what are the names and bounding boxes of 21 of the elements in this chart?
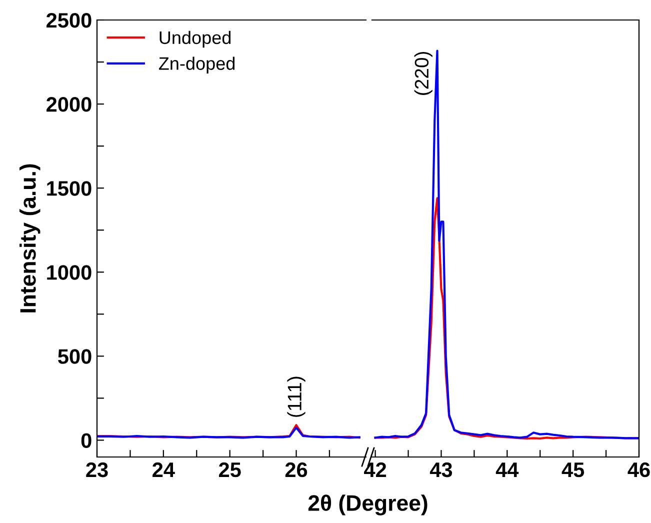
x-tick-label: 42 (364, 462, 386, 477)
legend-label: Zn-doped (158, 56, 235, 74)
y-tick-label: 500 (58, 349, 92, 364)
x-tick-label: 26 (285, 462, 308, 478)
legend-label: Undoped (160, 30, 231, 48)
x-tick-label: 23 (86, 462, 108, 478)
y-tick-label: 1500 (47, 181, 92, 196)
x-axis-title: 2θ (Degree) (308, 494, 428, 516)
y-tick-label: 2500 (46, 13, 92, 28)
y-axis-title: Intensity (a.u.) (20, 164, 40, 312)
x-tick-label: 25 (218, 462, 241, 478)
y-tick-label: 1000 (47, 265, 92, 280)
annotation: (220) (414, 52, 432, 95)
x-tick-label: 45 (562, 462, 584, 478)
x-tick-label: 44 (496, 462, 519, 477)
annotation: (111) (287, 376, 306, 417)
y-tick-label: 2000 (46, 97, 92, 112)
x-tick-label: 46 (628, 462, 650, 478)
y-tick-label: 0 (81, 433, 92, 448)
x-tick-label: 43 (430, 462, 452, 478)
x-tick-label: 24 (152, 462, 175, 477)
